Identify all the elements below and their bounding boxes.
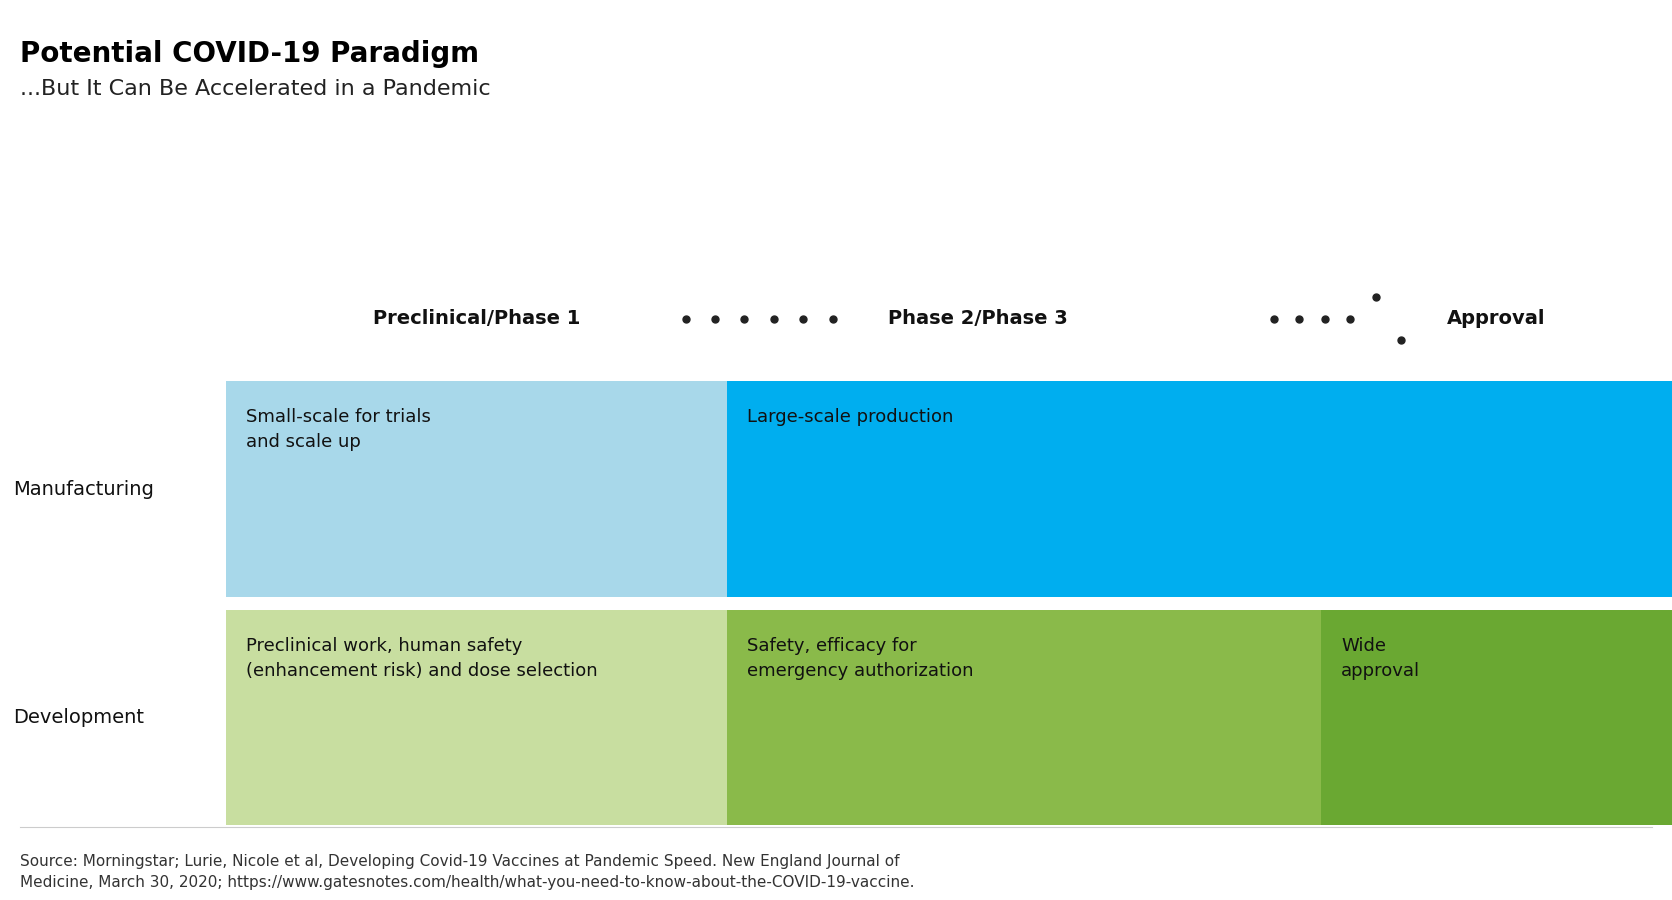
Bar [727,382,1672,597]
Bar [226,610,727,825]
Text: Preclinical work, human safety
(enhancement risk) and dose selection: Preclinical work, human safety (enhancem… [246,637,597,680]
Bar [727,610,1321,825]
Text: Approval: Approval [1448,309,1545,328]
Text: Preclinical/Phase 1: Preclinical/Phase 1 [373,309,580,328]
Text: Development: Development [13,708,144,727]
Text: Manufacturing: Manufacturing [13,480,154,499]
Text: ...But It Can Be Accelerated in a Pandemic: ...But It Can Be Accelerated in a Pandem… [20,79,490,99]
Text: Source: Morningstar; Lurie, Nicole et al, Developing Covid-19 Vaccines at Pandem: Source: Morningstar; Lurie, Nicole et al… [20,854,915,890]
Text: Large-scale production: Large-scale production [747,409,953,427]
Text: Wide
approval: Wide approval [1341,637,1420,680]
Bar [226,382,727,597]
Text: Safety, efficacy for
emergency authorization: Safety, efficacy for emergency authoriza… [747,637,973,680]
Text: Small-scale for trials
and scale up: Small-scale for trials and scale up [246,409,431,451]
Text: Phase 2/Phase 3: Phase 2/Phase 3 [888,309,1068,328]
Bar [1321,610,1672,825]
Text: Potential COVID-19 Paradigm: Potential COVID-19 Paradigm [20,40,480,68]
